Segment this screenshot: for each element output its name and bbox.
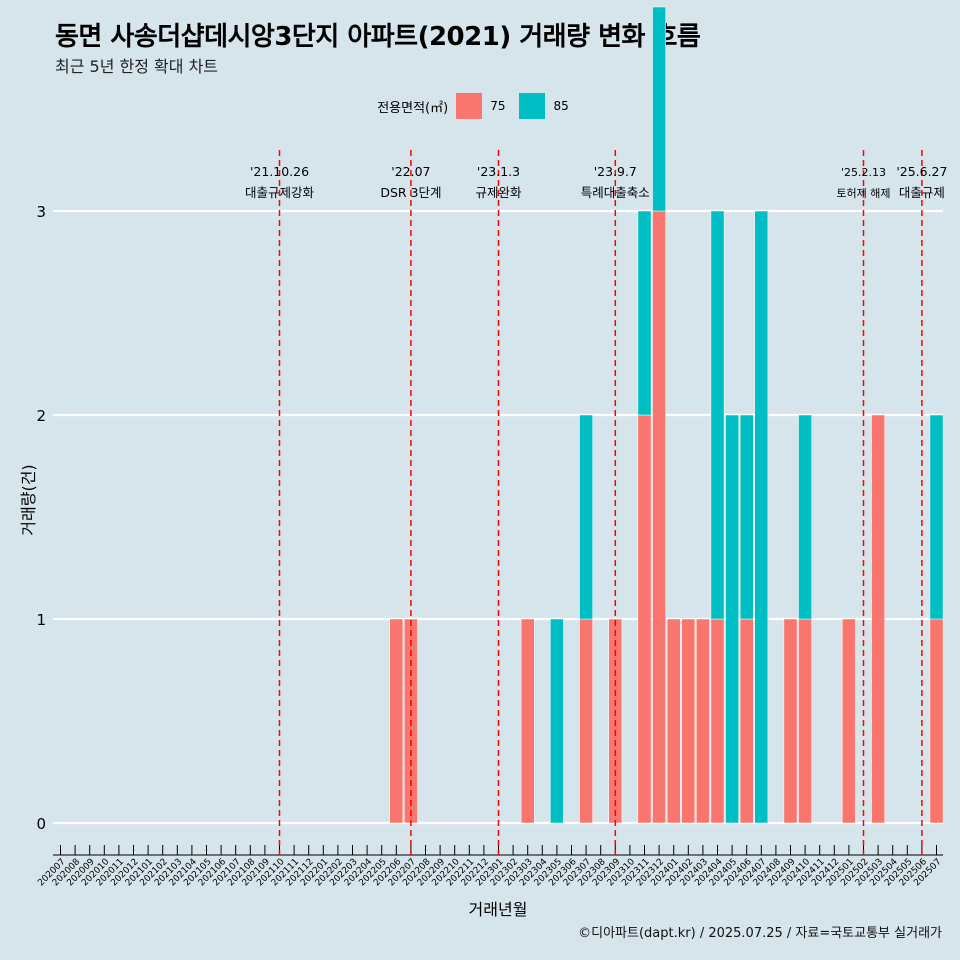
bar-75-202507 (929, 618, 944, 824)
bar-75-202311 (637, 414, 652, 824)
event-name-label: 대출규제 (899, 185, 945, 200)
bar-75-202503 (871, 414, 885, 824)
legend-key-85 (519, 93, 546, 119)
y-tick-label: 0 (36, 815, 46, 833)
bar-85-202405 (725, 414, 739, 824)
bar-85-202307 (579, 414, 593, 620)
x-axis-title: 거래년월 (469, 900, 528, 919)
event-name-label: 대출규제강화 (245, 185, 315, 200)
chart-title: 동면 사송더샵데시앙3단지 아파트(2021) 거래량 변화 흐름 (55, 22, 701, 52)
event-date-label: '25.2.13 (841, 166, 886, 179)
bar-75-202406 (739, 618, 754, 824)
bar-75-202312 (652, 210, 666, 824)
bar-75-202404 (710, 618, 725, 824)
bar-75-202403 (696, 618, 710, 824)
bar-75-202409 (783, 618, 798, 824)
bar-85-202404 (710, 210, 725, 620)
bar-75-202401 (666, 618, 681, 824)
bar-85-202305 (550, 618, 564, 824)
event-date-label: '23.1.3 (477, 164, 520, 179)
bar-75-202307 (579, 618, 593, 824)
event-name-label: 규제완화 (475, 185, 522, 200)
legend-title: 전용면적(㎡) (377, 100, 449, 116)
legend-key-75 (456, 93, 483, 119)
bar-75-202410 (798, 618, 812, 824)
legend-label-85: 85 (553, 99, 569, 113)
bar-85-202407 (754, 210, 769, 824)
event-date-label: '23.9.7 (594, 164, 637, 179)
event-date-label: '22.07 (391, 164, 430, 179)
bar-85-202312 (652, 6, 666, 212)
event-date-label: '21.10.26 (250, 164, 309, 179)
y-tick-label: 2 (36, 407, 46, 425)
bar-85-202410 (798, 414, 812, 620)
y-axis-title: 거래량(건) (19, 464, 38, 535)
event-name-label: 토허제 해제 (836, 186, 890, 200)
y-tick-label: 3 (36, 203, 46, 221)
bar-75-202501 (842, 618, 856, 824)
legend: 전용면적(㎡) 75 85 (0, 93, 960, 119)
chart-subtitle: 최근 5년 한정 확대 차트 (55, 57, 219, 76)
bar-75-202303 (520, 618, 535, 824)
event-name-label: DSR 3단계 (380, 185, 441, 200)
bar-85-202311 (637, 210, 652, 416)
caption: ©디아파트(dapt.kr) / 2025.07.25 / 자료=국토교통부 실… (578, 926, 942, 941)
event-date-label: '25.6.27 (896, 164, 947, 179)
y-tick-label: 1 (36, 611, 46, 629)
bar-85-202507 (929, 414, 944, 620)
bar-85-202406 (739, 414, 754, 620)
legend-label-75: 75 (490, 99, 506, 113)
event-name-label: 특례대출축소 (581, 185, 650, 200)
bar-75-202402 (681, 618, 696, 824)
bar-75-202206 (389, 618, 404, 824)
